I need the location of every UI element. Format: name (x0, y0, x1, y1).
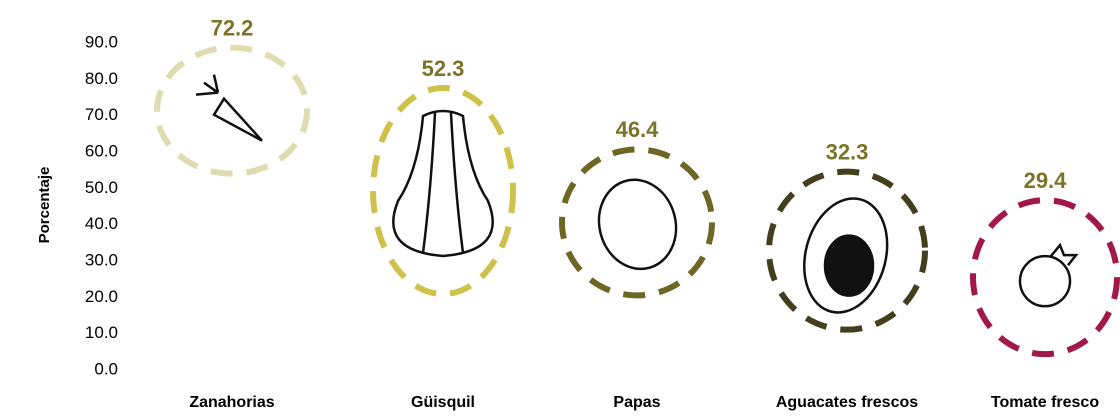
pictogram-circle (370, 84, 516, 297)
y-tick-label: 30.0 (85, 250, 118, 269)
icon (195, 74, 263, 142)
x-tick-label: Aguacates frescos (776, 394, 918, 411)
carrot-icon (195, 74, 263, 142)
potato-icon (597, 178, 678, 271)
x-tick-label: Tomate fresco (991, 394, 1099, 411)
y-tick-label: 60.0 (85, 141, 118, 160)
value-label: 72.2 (211, 15, 254, 40)
pictogram-circle (766, 168, 928, 333)
x-tick-label: Zanahorias (189, 394, 274, 411)
icon (1018, 242, 1079, 308)
pictogram-circle (970, 197, 1120, 358)
x-tick-label: Papas (613, 394, 660, 411)
squash-icon (392, 109, 494, 258)
value-label: 46.4 (616, 117, 660, 142)
tomato-icon (1018, 254, 1072, 308)
x-tick-label: Güisquil (411, 394, 475, 411)
value-label: 29.4 (1024, 168, 1068, 193)
y-tick-label: 70.0 (85, 105, 118, 124)
avocado-icon (803, 197, 889, 314)
value-label: 52.3 (422, 56, 465, 81)
y-tick-label: 90.0 (85, 32, 118, 51)
pictogram-circle (154, 44, 310, 177)
pictogram-circle (559, 146, 715, 299)
icon (597, 178, 678, 271)
y-tick-label: 10.0 (85, 323, 118, 342)
y-tick-label: 80.0 (85, 69, 118, 88)
avocado-seed (823, 234, 875, 297)
y-tick-label: 50.0 (85, 178, 118, 197)
y-tick-label: 0.0 (94, 359, 118, 378)
icon (392, 109, 494, 258)
tomato-leaf (1049, 242, 1079, 266)
y-tick-label: 40.0 (85, 214, 118, 233)
y-tick-label: 20.0 (85, 287, 118, 306)
value-label: 32.3 (826, 139, 869, 164)
y-axis-label: Porcentaje (36, 167, 53, 244)
icon (803, 197, 889, 314)
